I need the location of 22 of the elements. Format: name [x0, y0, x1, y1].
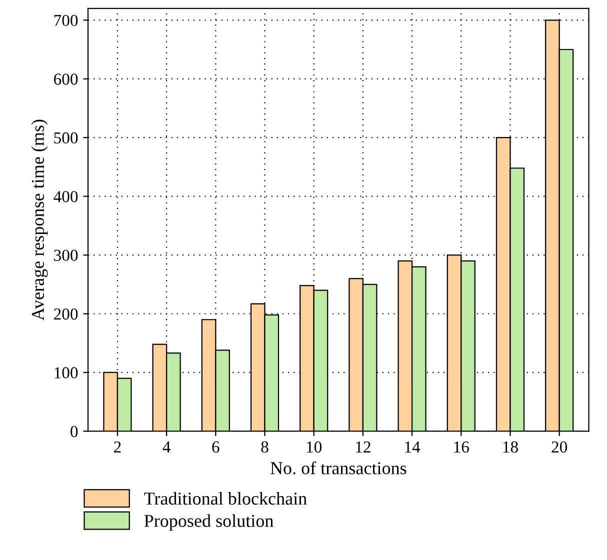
y-tick-label: 0	[70, 426, 78, 438]
x-tick-label: 6	[212, 441, 220, 453]
y-tick-label: 200	[54, 308, 78, 320]
y-tick-label: 100	[54, 367, 78, 378]
x-tick-label: 18	[503, 441, 518, 453]
x-tick-label: 16	[454, 441, 469, 453]
legend-label: Proposed solution	[144, 514, 274, 531]
y-tick-label: 700	[54, 14, 78, 26]
y-tick-label: 600	[54, 74, 78, 85]
x-tick-label: 14	[405, 441, 420, 452]
y-tick-label: 500	[54, 132, 78, 144]
x-tick-label: 4	[162, 442, 170, 452]
x-tick-label: 2	[114, 441, 121, 452]
x-axis-title: No. of transactions	[270, 461, 406, 474]
y-tick-label: 300	[54, 250, 78, 261]
legend-label: Traditional blockchain	[144, 492, 307, 505]
x-tick-label: 20	[552, 441, 568, 453]
x-tick-label: 12	[356, 441, 370, 452]
y-tick-label: 400	[54, 191, 78, 202]
y-axis-title: Average response time (ms)	[31, 120, 48, 320]
x-tick-label: 10	[306, 441, 322, 453]
x-tick-label: 8	[261, 441, 268, 453]
